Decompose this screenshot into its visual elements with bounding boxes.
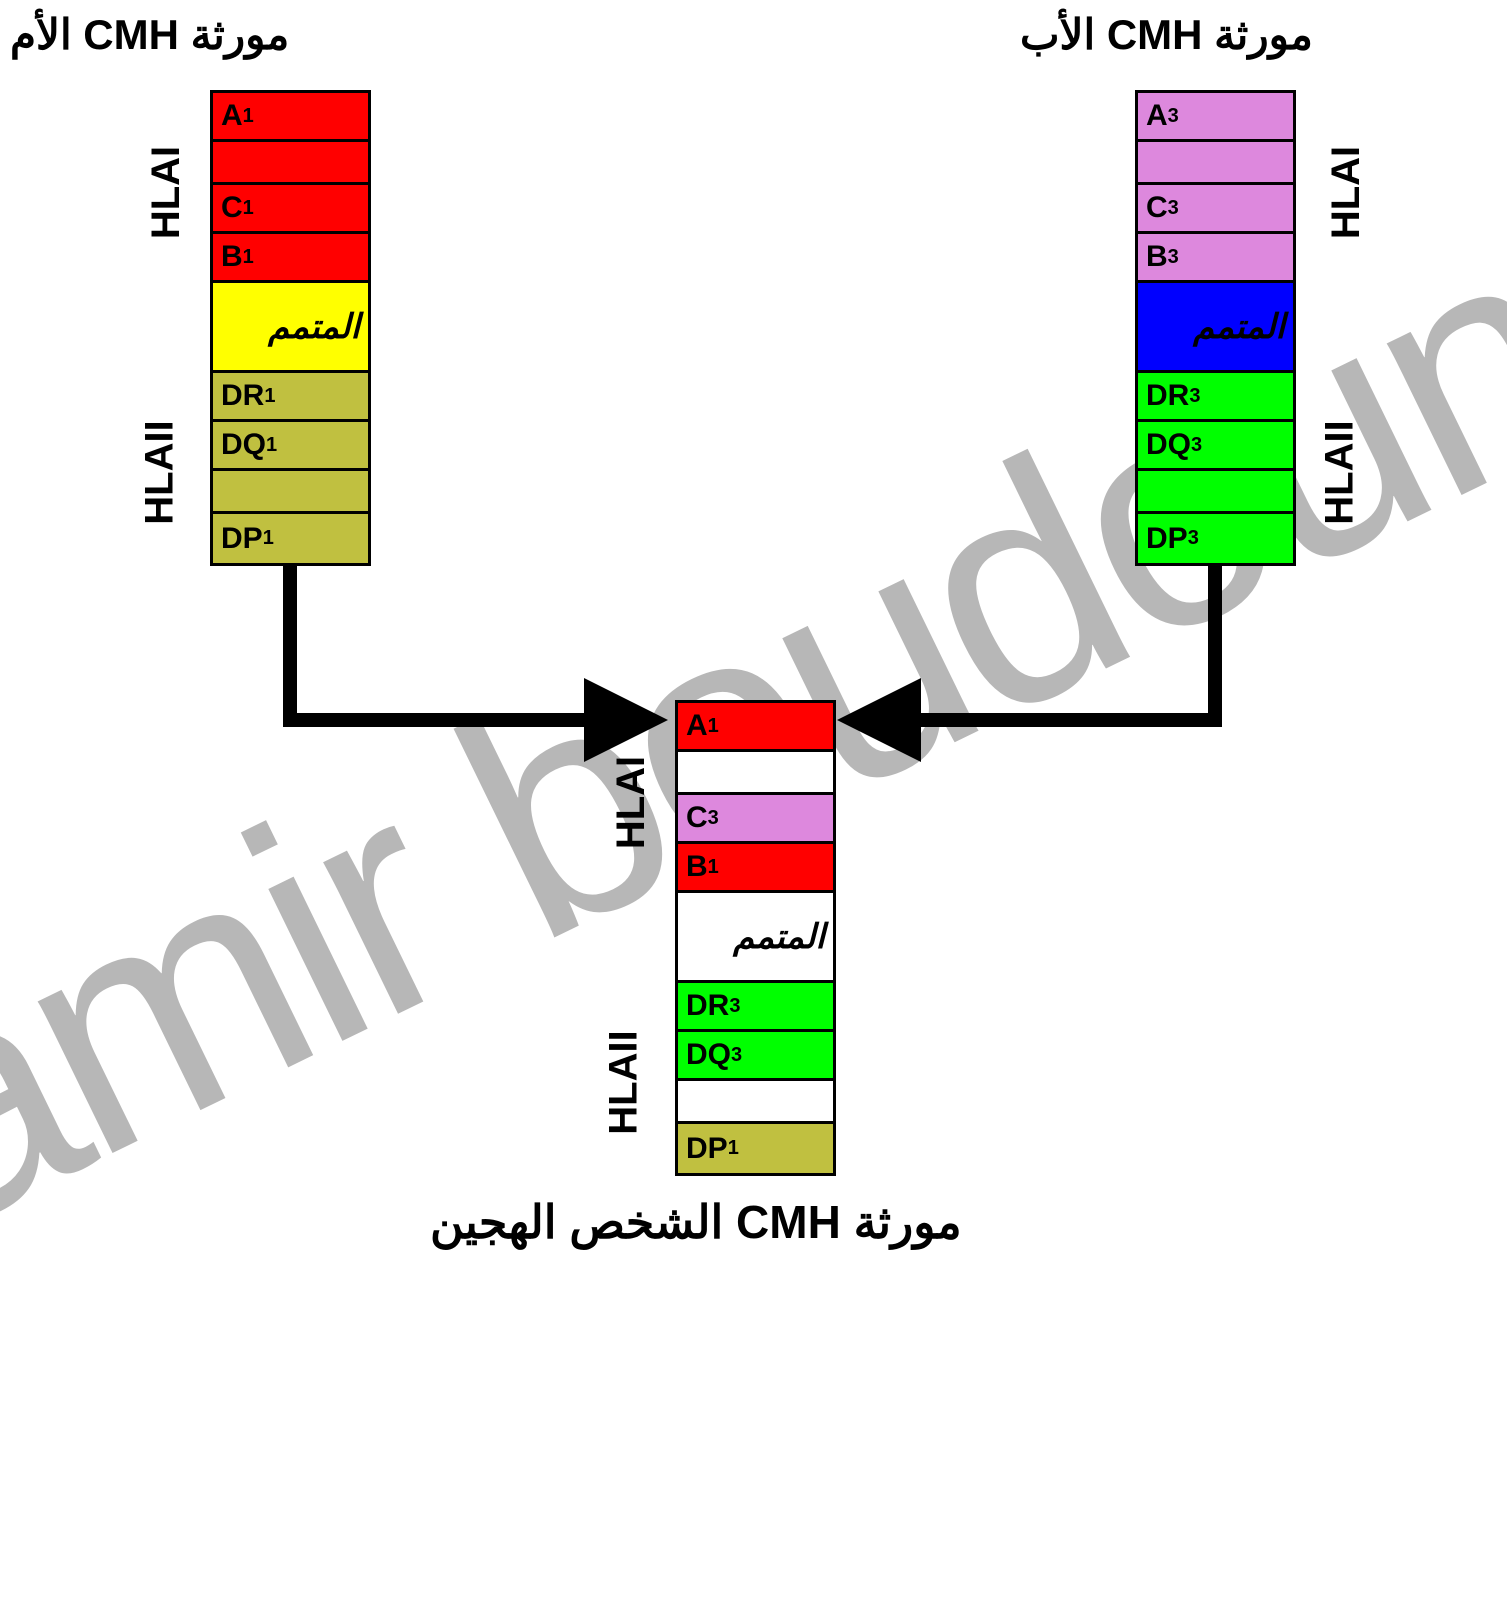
column-hybrid: A1 C3 B1 المتمم DR3 DQ3 DP1 — [675, 700, 836, 1176]
column-mother: A1 C1 B1 المتمم DR1 DQ1 DP1 — [210, 90, 371, 566]
cell-father-complement: المتمم — [1138, 283, 1293, 373]
cell-hybrid-C: C3 — [678, 795, 833, 844]
cell-hybrid-DP: DP1 — [678, 1124, 833, 1173]
cell-father-DR: DR3 — [1138, 373, 1293, 422]
cell-hybrid-spacer2 — [678, 1081, 833, 1124]
cell-father-A: A3 — [1138, 93, 1293, 142]
title-father: مورثة CMH الأب — [1020, 10, 1313, 59]
label-mother-hla2: HLAII — [138, 420, 183, 524]
cell-mother-spacer1 — [213, 142, 368, 185]
cell-father-spacer1 — [1138, 142, 1293, 185]
label-father-hla2: HLAII — [1318, 420, 1363, 524]
title-hybrid: مورثة CMH الشخص الهجين — [430, 1195, 962, 1249]
cell-hybrid-spacer1 — [678, 752, 833, 795]
cell-father-C: C3 — [1138, 185, 1293, 234]
label-mother-hla1: HLAI — [144, 146, 189, 239]
cell-mother-complement: المتمم — [213, 283, 368, 373]
cell-hybrid-complement: المتمم — [678, 893, 833, 983]
cell-hybrid-B: B1 — [678, 844, 833, 893]
cell-mother-DP: DP1 — [213, 514, 368, 563]
cell-father-DQ: DQ3 — [1138, 422, 1293, 471]
cell-mother-DR: DR1 — [213, 373, 368, 422]
cell-mother-A: A1 — [213, 93, 368, 142]
label-father-hla1: HLAI — [1324, 146, 1369, 239]
label-hybrid-hla2: HLAII — [602, 1030, 647, 1134]
cell-mother-C: C1 — [213, 185, 368, 234]
cell-mother-B: B1 — [213, 234, 368, 283]
cell-hybrid-DQ: DQ3 — [678, 1032, 833, 1081]
cell-hybrid-DR: DR3 — [678, 983, 833, 1032]
label-hybrid-hla1: HLAI — [609, 756, 654, 849]
cell-hybrid-A: A1 — [678, 703, 833, 752]
cell-mother-DQ: DQ1 — [213, 422, 368, 471]
cell-father-DP: DP3 — [1138, 514, 1293, 563]
column-father: A3 C3 B3 المتمم DR3 DQ3 DP3 — [1135, 90, 1296, 566]
cell-mother-spacer2 — [213, 471, 368, 514]
cell-father-B: B3 — [1138, 234, 1293, 283]
cell-father-spacer2 — [1138, 471, 1293, 514]
title-mother: مورثة CMH الأم — [10, 10, 289, 59]
